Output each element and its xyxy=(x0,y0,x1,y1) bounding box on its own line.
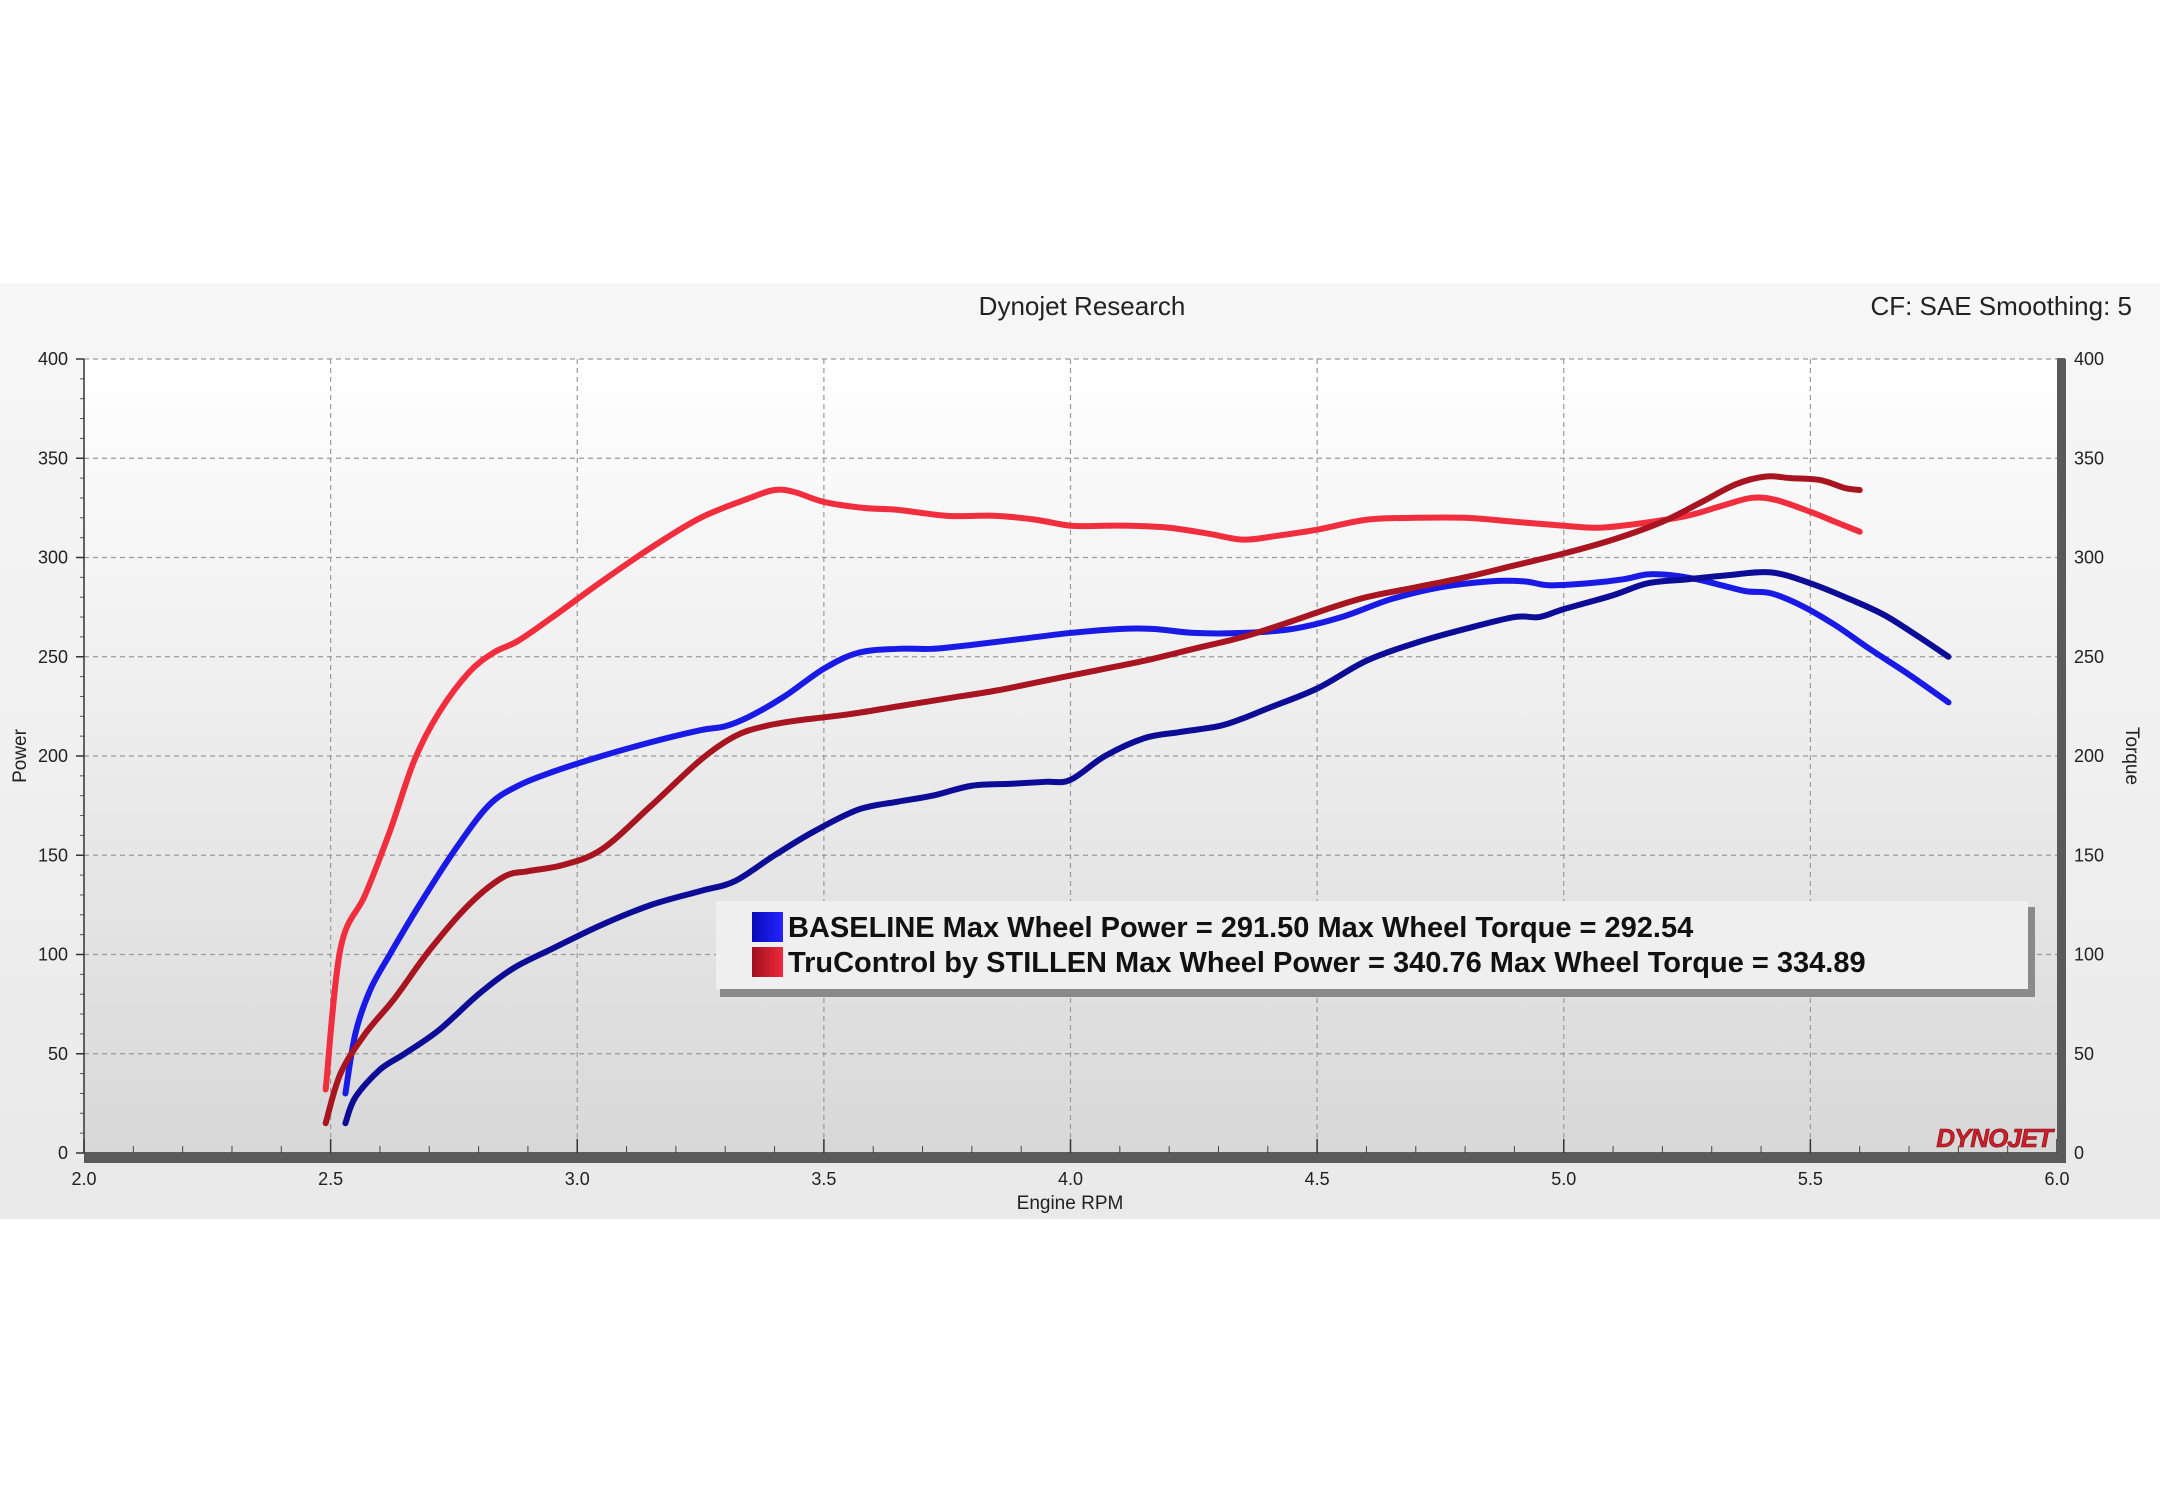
y-left-tick-label: 250 xyxy=(38,647,68,667)
right-axis-bar xyxy=(2057,359,2066,1153)
y-left-tick-label: 350 xyxy=(38,448,68,468)
bottom-axis-bar xyxy=(84,1153,2066,1163)
grid-lines xyxy=(84,358,2057,1153)
y-right-tick-label: 300 xyxy=(2074,548,2104,568)
x-axis-label: Engine RPM xyxy=(1017,1193,1124,1214)
series-line-baseline-power xyxy=(342,571,1952,1097)
dyno-chart: Dynojet Research CF: SAE Smoothing: 5 2.… xyxy=(0,283,2160,1219)
y-left-tick-label: 300 xyxy=(38,548,68,568)
series-line-baseline-torque xyxy=(342,569,1952,1127)
y-right-tick-labels: 0 50 100 150 200 250 300 350 400 xyxy=(2074,349,2104,1163)
x-tick-label: 2.0 xyxy=(71,1169,96,1189)
y-left-tick-label: 50 xyxy=(48,1044,68,1064)
series-line-trucontrol-torque xyxy=(322,473,1863,1127)
legend-swatch-trucontrol xyxy=(752,947,783,977)
x-tick-label: 3.5 xyxy=(811,1169,836,1189)
y-left-tick-label: 200 xyxy=(38,746,68,766)
x-tick-label: 5.0 xyxy=(1551,1169,1576,1189)
chart-settings: CF: SAE Smoothing: 5 xyxy=(1870,291,2132,321)
series-layer xyxy=(322,473,1952,1127)
y-left-axis-label: Power xyxy=(10,728,31,783)
legend-swatch-baseline xyxy=(752,912,783,942)
y-left-tick-label: 100 xyxy=(38,945,68,965)
x-tick-label: 2.5 xyxy=(318,1169,343,1189)
chart-panel: Dynojet Research CF: SAE Smoothing: 5 2.… xyxy=(0,283,2160,1219)
dynojet-logo: DYNOJET xyxy=(1936,1123,2055,1153)
chart-title: Dynojet Research xyxy=(979,291,1186,321)
legend-text-baseline: BASELINE Max Wheel Power = 291.50 Max Wh… xyxy=(788,912,1693,944)
y-left-tick-label: 400 xyxy=(38,349,68,369)
x-tick-label: 4.5 xyxy=(1305,1169,1330,1189)
y-right-tick-label: 350 xyxy=(2074,448,2104,468)
x-tick-label: 5.5 xyxy=(1798,1169,1823,1189)
y-left-tick-label: 0 xyxy=(58,1143,68,1163)
y-right-tick-label: 0 xyxy=(2074,1143,2084,1163)
x-tick-labels: 2.0 2.5 3.0 3.5 4.0 4.5 5.0 5.5 6.0 xyxy=(71,1169,2069,1189)
y-right-axis-label: Torque xyxy=(2121,727,2142,785)
x-tick-label: 3.0 xyxy=(565,1169,590,1189)
y-left-tick-labels: 0 50 100 150 200 250 300 350 400 xyxy=(38,349,68,1163)
legend: BASELINE Max Wheel Power = 291.50 Max Wh… xyxy=(716,901,2035,997)
y-right-tick-label: 150 xyxy=(2074,845,2104,865)
legend-box xyxy=(716,901,2028,989)
legend-text-trucontrol: TruControl by STILLEN Max Wheel Power = … xyxy=(788,947,1866,979)
y-right-tick-label: 250 xyxy=(2074,647,2104,667)
x-tick-label: 4.0 xyxy=(1058,1169,1083,1189)
y-right-tick-label: 100 xyxy=(2074,945,2104,965)
x-tick-label: 6.0 xyxy=(2044,1169,2069,1189)
y-right-tick-label: 50 xyxy=(2074,1044,2094,1064)
y-right-tick-label: 200 xyxy=(2074,746,2104,766)
series-line-trucontrol-power xyxy=(322,486,1863,1093)
y-right-tick-label: 400 xyxy=(2074,349,2104,369)
y-left-tick-label: 150 xyxy=(38,845,68,865)
